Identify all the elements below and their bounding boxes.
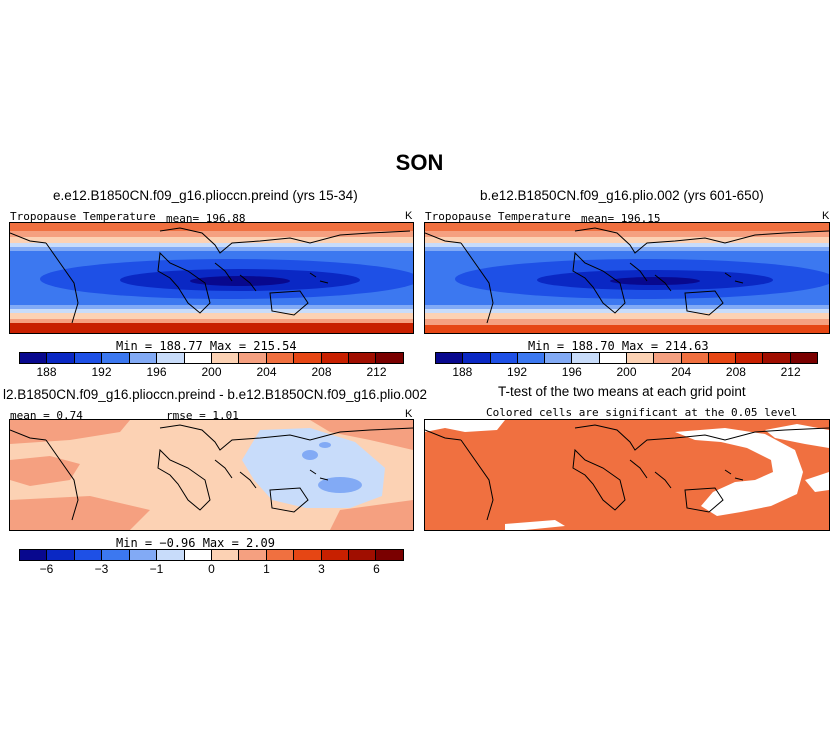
panel3-colorbar-tick-label: −6 xyxy=(39,562,54,576)
panel3-minmax: Min = −0.96 Max = 2.09 xyxy=(116,536,275,550)
panel1-colorbar-swatch xyxy=(102,353,130,363)
panel2-colorbar-swatch xyxy=(626,353,655,363)
panel3-colorbar-swatch xyxy=(102,550,130,560)
panel2-colorbar-swatch xyxy=(545,353,573,363)
panel3-colorbar-swatch xyxy=(47,550,75,560)
panel1-colorbar-swatch xyxy=(129,353,158,363)
panel1-colorbar-tick-label: 208 xyxy=(311,365,332,379)
panel2-colorbar-swatch xyxy=(490,353,518,363)
panel2-mean: mean= 196.15 xyxy=(581,212,661,225)
panel2-colorbar-swatch xyxy=(599,353,627,363)
panel4-map xyxy=(424,419,830,531)
panel2-colorbar-tick-label: 196 xyxy=(561,365,582,379)
panel3-colorbar-swatch xyxy=(294,550,322,560)
panel2-title: b.e12.B1850CN.f09_g16.plio.002 (yrs 601-… xyxy=(480,188,764,203)
panel1-colorbar-swatch xyxy=(184,353,212,363)
panel4-field xyxy=(425,420,829,530)
panel1-colorbar-swatch xyxy=(74,353,103,363)
panel3-colorbar-swatch xyxy=(266,550,295,560)
panel1-field xyxy=(10,223,413,333)
panel1-colorbar-swatch xyxy=(157,353,185,363)
panel3-colorbar-swatch xyxy=(239,550,267,560)
panel3-colorbar-swatch xyxy=(74,550,103,560)
panel1-colorbar-swatch xyxy=(266,353,295,363)
panel1-colorbar-swatch xyxy=(294,353,322,363)
panel2-map xyxy=(424,222,830,334)
panel2-colorbar-swatch xyxy=(517,353,546,363)
panel3-colorbar-tick-label: −3 xyxy=(94,562,109,576)
panel2-unit: K xyxy=(822,210,830,222)
panel3-colorbar xyxy=(19,549,404,561)
panel1-map xyxy=(9,222,414,334)
panel3-colorbar-swatch xyxy=(20,550,48,560)
panel1-colorbar-tick-label: 212 xyxy=(366,365,387,379)
panel1-colorbar-tick-label: 192 xyxy=(91,365,112,379)
panel2-colorbar xyxy=(435,352,818,364)
panel2-colorbar-swatch xyxy=(436,353,464,363)
panel3-rmse: rmse = 1.01 xyxy=(166,409,239,422)
panel3-colorbar-tick-label: 1 xyxy=(263,562,270,576)
panel3-map xyxy=(9,419,414,531)
panel2-colorbar-tick-label: 192 xyxy=(507,365,528,379)
panel2-colorbar-tick-label: 204 xyxy=(671,365,692,379)
panel3-colorbar-swatch xyxy=(349,550,377,560)
panel3-unit: K xyxy=(405,408,413,420)
panel1-minmax: Min = 188.77 Max = 215.54 xyxy=(116,339,297,353)
panel1-colorbar-swatch xyxy=(321,353,350,363)
panel3-colorbar-tick-label: 0 xyxy=(208,562,215,576)
panel2-variable: Tropopause Temperature xyxy=(425,210,571,223)
panel3-colorbar-ticks: −6 −3 −1 0 1 3 6 xyxy=(19,562,404,578)
panel2-colorbar-swatch xyxy=(708,353,737,363)
panel1-colorbar-swatch xyxy=(239,353,267,363)
panel4-subtitle: Colored cells are significant at the 0.0… xyxy=(486,406,798,419)
panel1-colorbar-swatch xyxy=(349,353,377,363)
panel2-colorbar-swatch xyxy=(654,353,682,363)
panel3-colorbar-swatch xyxy=(129,550,158,560)
panel1-colorbar-swatch xyxy=(376,353,403,363)
panel4-title: T-test of the two means at each grid poi… xyxy=(498,384,746,399)
panel1-title: e.e12.B1850CN.f09_g16.plioccn.preind (yr… xyxy=(53,188,358,203)
panel1-colorbar-swatch xyxy=(20,353,48,363)
panel3-mean: mean = 0.74 xyxy=(10,409,83,422)
panel2-colorbar-tick-label: 212 xyxy=(780,365,801,379)
panel2-minmax: Min = 188.70 Max = 214.63 xyxy=(528,339,709,353)
panel2-colorbar-tick-label: 208 xyxy=(725,365,746,379)
panel2-colorbar-swatch xyxy=(736,353,764,363)
panel1-colorbar-tick-label: 196 xyxy=(146,365,167,379)
panel2-colorbar-tick-label: 188 xyxy=(452,365,473,379)
panel1-colorbar xyxy=(19,352,404,364)
panel1-mean: mean= 196.88 xyxy=(166,212,246,225)
panel2-colorbar-swatch xyxy=(763,353,791,363)
panel1-colorbar-tick-label: 188 xyxy=(36,365,57,379)
panel2-colorbar-swatch xyxy=(463,353,491,363)
panel1-colorbar-tick-label: 204 xyxy=(256,365,277,379)
panel3-colorbar-swatch xyxy=(184,550,212,560)
panel2-colorbar-swatch xyxy=(572,353,600,363)
panel3-colorbar-tick-label: 3 xyxy=(318,562,325,576)
panel2-colorbar-swatch xyxy=(790,353,817,363)
panel1-colorbar-ticks: 188 192 196 200 204 208 212 xyxy=(19,365,404,381)
panel1-colorbar-swatch xyxy=(211,353,240,363)
panel2-colorbar-ticks: 188 192 196 200 204 208 212 xyxy=(435,365,818,381)
panel3-colorbar-swatch xyxy=(211,550,240,560)
panel3-colorbar-swatch xyxy=(321,550,350,560)
panel3-colorbar-tick-label: 6 xyxy=(373,562,380,576)
panel3-colorbar-swatch xyxy=(157,550,185,560)
panel2-colorbar-tick-label: 200 xyxy=(616,365,637,379)
panel2-field xyxy=(425,223,829,333)
panel3-title: l2.B1850CN.f09_g16.plioccn.preind - b.e1… xyxy=(3,387,428,402)
panel1-variable: Tropopause Temperature xyxy=(10,210,156,223)
figure-title: SON xyxy=(395,150,444,175)
panel3-colorbar-tick-label: −1 xyxy=(149,562,164,576)
panel1-colorbar-swatch xyxy=(47,353,75,363)
panel1-unit: K xyxy=(405,210,413,222)
panel1-colorbar-tick-label: 200 xyxy=(201,365,222,379)
panel3-colorbar-swatch xyxy=(376,550,403,560)
panel2-colorbar-swatch xyxy=(681,353,709,363)
panel3-field xyxy=(10,420,413,530)
